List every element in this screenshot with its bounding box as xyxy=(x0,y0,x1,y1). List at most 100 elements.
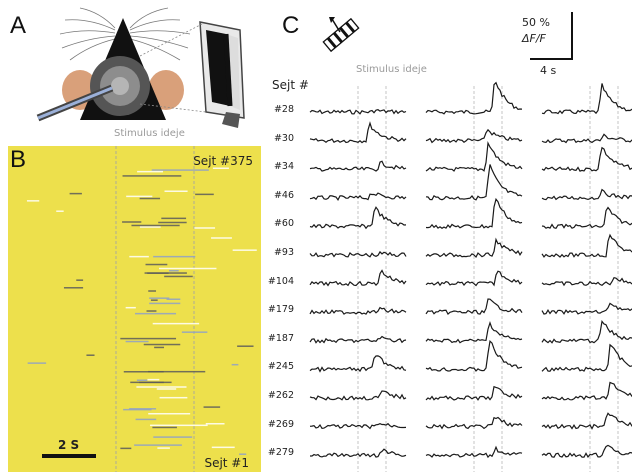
heatmap-response-streak xyxy=(134,444,182,446)
trace-line xyxy=(309,206,407,230)
trace-line xyxy=(309,121,407,144)
trace-line xyxy=(425,128,523,144)
trace-line xyxy=(541,412,632,430)
trace-line xyxy=(425,197,523,230)
heatmap-response-streak xyxy=(148,370,206,373)
heatmap-response-streak xyxy=(158,221,187,224)
heatmap-response-streak xyxy=(149,302,181,305)
cell-column-header: Sejt # xyxy=(272,78,309,92)
trace-line xyxy=(541,444,632,458)
heatmap-response-streak xyxy=(144,272,187,274)
trace-line xyxy=(309,192,407,201)
heatmap-response-streak xyxy=(120,337,177,340)
heatmap-response-streak xyxy=(76,279,84,281)
trace-line xyxy=(309,390,407,401)
trace-line xyxy=(541,343,632,372)
heatmap-response-streak xyxy=(131,224,180,227)
heatmap-response-streak xyxy=(195,193,214,196)
mouse-setup-illustration xyxy=(36,7,245,128)
trace-line xyxy=(541,146,632,172)
trace-line xyxy=(310,448,407,458)
heatmap-response-streak xyxy=(139,381,172,384)
heatmap-response-streak xyxy=(156,388,177,390)
grating-stimulus-icon xyxy=(322,17,360,53)
trace-line xyxy=(541,188,632,201)
scale-dff: ΔF/F xyxy=(522,32,546,45)
heatmap-response-streak xyxy=(211,237,232,239)
heatmap-response-streak xyxy=(69,192,82,195)
stimulus-label-c: Stimulus ideje xyxy=(356,64,427,75)
cell-label: #269 xyxy=(267,418,294,430)
trace-line xyxy=(541,381,632,401)
heatmap-scalebar xyxy=(42,454,96,458)
heatmap-response-streak xyxy=(231,363,239,366)
heatmap-response-streak xyxy=(154,346,165,349)
heatmap-response-streak xyxy=(137,170,164,173)
calcium-traces xyxy=(309,81,632,472)
heatmap-response-streak xyxy=(136,379,148,382)
heatmap-response-streak xyxy=(164,190,188,192)
heatmap-response-streak xyxy=(145,263,168,266)
heatmap-response-streak xyxy=(63,287,84,289)
heatmap-response-streak xyxy=(122,221,142,223)
scale-horizontal-bar xyxy=(530,58,573,60)
trace-line xyxy=(309,422,407,430)
heatmap-response-streak xyxy=(150,424,208,427)
heatmap-response-streak xyxy=(56,210,64,212)
heatmap-response-streak xyxy=(237,345,254,347)
trace-line xyxy=(425,140,523,172)
heatmap-response-streak xyxy=(157,447,170,449)
heatmap-canvas xyxy=(26,146,257,472)
trace-line xyxy=(309,109,407,115)
trace-line xyxy=(425,339,523,372)
heatmap-response-streak xyxy=(122,175,182,177)
heatmap-response-streak xyxy=(123,408,152,411)
cell-label: #30 xyxy=(273,132,294,144)
trace-line xyxy=(425,385,523,401)
heatmap-response-streak xyxy=(135,418,157,421)
heatmap-response-streak xyxy=(194,227,216,229)
population-heatmap: Sejt #375 Sejt #1 2 S xyxy=(8,146,261,472)
heatmap-response-streak xyxy=(120,447,132,450)
heatmap-response-streak xyxy=(153,255,196,258)
monitor-stand xyxy=(222,112,240,128)
heatmap-response-streak xyxy=(239,453,247,455)
trace-line xyxy=(309,306,407,315)
heatmap-response-streak xyxy=(181,331,208,333)
trace-line xyxy=(541,83,632,115)
heatmap-response-streak xyxy=(164,275,193,278)
trace-line xyxy=(541,233,632,258)
trace-line xyxy=(425,445,523,459)
heatmap-response-streak xyxy=(147,378,160,381)
cell-label: #262 xyxy=(267,390,294,401)
heatmap-response-streak xyxy=(139,226,161,228)
trace-line xyxy=(425,237,523,259)
cell-label: #28 xyxy=(273,104,294,115)
cell-label: #179 xyxy=(267,304,294,316)
cell-label: #46 xyxy=(273,189,294,201)
heatmap-response-streak xyxy=(232,249,257,251)
heatmap-response-streak xyxy=(136,386,187,388)
heatmap-response-streak xyxy=(143,343,181,346)
trace-line xyxy=(309,269,407,287)
trace-line xyxy=(309,355,407,373)
heatmap-response-streak xyxy=(159,396,188,399)
heatmap-response-streak xyxy=(148,412,191,415)
heatmap-response-streak xyxy=(148,290,157,292)
heatmap-top-label: Sejt #375 xyxy=(193,154,253,168)
cell-label: #245 xyxy=(267,361,294,373)
heatmap-bottom-label: Sejt #1 xyxy=(204,456,249,470)
trace-line xyxy=(425,321,523,344)
scale-percent: 50 % xyxy=(522,16,550,29)
trace-line xyxy=(541,302,632,315)
heatmap-response-streak xyxy=(146,310,157,312)
heatmap-response-streak xyxy=(153,436,193,438)
panel-a-letter: A xyxy=(10,12,27,39)
heatmap-response-streak xyxy=(150,299,158,301)
trace-line xyxy=(541,206,632,230)
heatmap-response-streak xyxy=(203,406,221,408)
trace-line xyxy=(425,81,523,115)
heatmap-response-streak xyxy=(125,306,136,309)
trace-line xyxy=(541,277,632,287)
heatmap-response-streak xyxy=(211,446,235,449)
